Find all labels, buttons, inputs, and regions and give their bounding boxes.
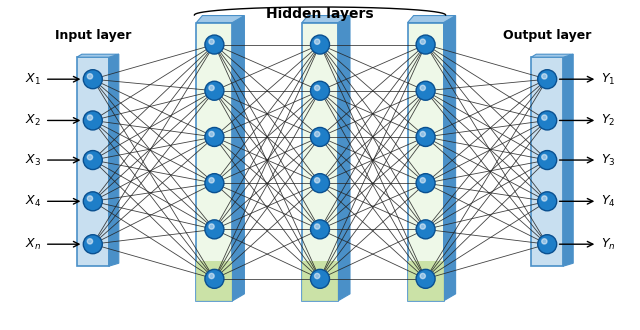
Circle shape xyxy=(416,174,435,193)
Circle shape xyxy=(420,273,426,279)
Circle shape xyxy=(310,81,330,100)
Circle shape xyxy=(314,85,320,90)
Circle shape xyxy=(87,239,93,244)
Circle shape xyxy=(314,224,320,229)
Circle shape xyxy=(205,127,224,147)
Bar xyxy=(77,57,109,266)
Bar xyxy=(408,261,444,301)
Text: $X_n$: $X_n$ xyxy=(25,237,41,252)
Text: $X_1$: $X_1$ xyxy=(25,72,41,87)
Circle shape xyxy=(420,224,426,229)
Circle shape xyxy=(209,85,214,90)
Circle shape xyxy=(209,39,214,44)
Circle shape xyxy=(87,154,93,160)
Circle shape xyxy=(416,269,435,288)
Circle shape xyxy=(416,35,435,54)
Text: $Y_n$: $Y_n$ xyxy=(601,237,616,252)
Circle shape xyxy=(83,150,102,170)
Circle shape xyxy=(83,111,102,130)
Polygon shape xyxy=(302,16,350,22)
Polygon shape xyxy=(531,54,573,57)
Text: Output layer: Output layer xyxy=(503,28,591,42)
Circle shape xyxy=(83,70,102,89)
Polygon shape xyxy=(338,16,350,301)
Polygon shape xyxy=(444,16,456,301)
Bar xyxy=(531,57,563,266)
Text: $Y_4$: $Y_4$ xyxy=(601,194,616,209)
Circle shape xyxy=(310,174,330,193)
Polygon shape xyxy=(196,16,244,22)
Circle shape xyxy=(416,220,435,239)
Circle shape xyxy=(538,235,557,254)
Bar xyxy=(302,261,338,301)
Circle shape xyxy=(541,239,547,244)
Circle shape xyxy=(87,196,93,201)
Bar xyxy=(196,22,232,301)
Circle shape xyxy=(209,273,214,279)
Polygon shape xyxy=(109,54,119,266)
Text: $Y_3$: $Y_3$ xyxy=(601,152,616,168)
Circle shape xyxy=(310,269,330,288)
Polygon shape xyxy=(77,54,119,57)
Bar xyxy=(196,261,232,301)
Circle shape xyxy=(416,81,435,100)
Circle shape xyxy=(87,74,93,79)
Circle shape xyxy=(314,273,320,279)
Circle shape xyxy=(209,178,214,183)
Circle shape xyxy=(541,74,547,79)
Circle shape xyxy=(83,192,102,211)
Circle shape xyxy=(538,150,557,170)
Circle shape xyxy=(420,131,426,137)
Polygon shape xyxy=(563,54,573,266)
Circle shape xyxy=(310,127,330,147)
Circle shape xyxy=(310,35,330,54)
Circle shape xyxy=(314,39,320,44)
Circle shape xyxy=(209,224,214,229)
Circle shape xyxy=(541,196,547,201)
Circle shape xyxy=(87,115,93,120)
Bar xyxy=(302,22,338,301)
Polygon shape xyxy=(232,16,244,301)
Circle shape xyxy=(205,220,224,239)
Text: $X_4$: $X_4$ xyxy=(25,194,41,209)
Circle shape xyxy=(538,111,557,130)
Circle shape xyxy=(205,174,224,193)
Circle shape xyxy=(538,70,557,89)
Circle shape xyxy=(209,131,214,137)
Circle shape xyxy=(416,127,435,147)
Text: $X_2$: $X_2$ xyxy=(25,113,41,128)
Circle shape xyxy=(541,154,547,160)
Polygon shape xyxy=(408,16,456,22)
Circle shape xyxy=(420,39,426,44)
Circle shape xyxy=(314,131,320,137)
Circle shape xyxy=(310,220,330,239)
Circle shape xyxy=(205,269,224,288)
Text: $Y_1$: $Y_1$ xyxy=(601,72,616,87)
Circle shape xyxy=(538,192,557,211)
Circle shape xyxy=(314,178,320,183)
Text: $Y_2$: $Y_2$ xyxy=(601,113,616,128)
Bar xyxy=(408,22,444,301)
Text: Input layer: Input layer xyxy=(54,28,131,42)
Text: $X_3$: $X_3$ xyxy=(25,152,41,168)
Circle shape xyxy=(205,81,224,100)
Circle shape xyxy=(83,235,102,254)
Circle shape xyxy=(420,85,426,90)
Circle shape xyxy=(205,35,224,54)
Circle shape xyxy=(420,178,426,183)
Text: Hidden layers: Hidden layers xyxy=(266,7,374,21)
Circle shape xyxy=(541,115,547,120)
